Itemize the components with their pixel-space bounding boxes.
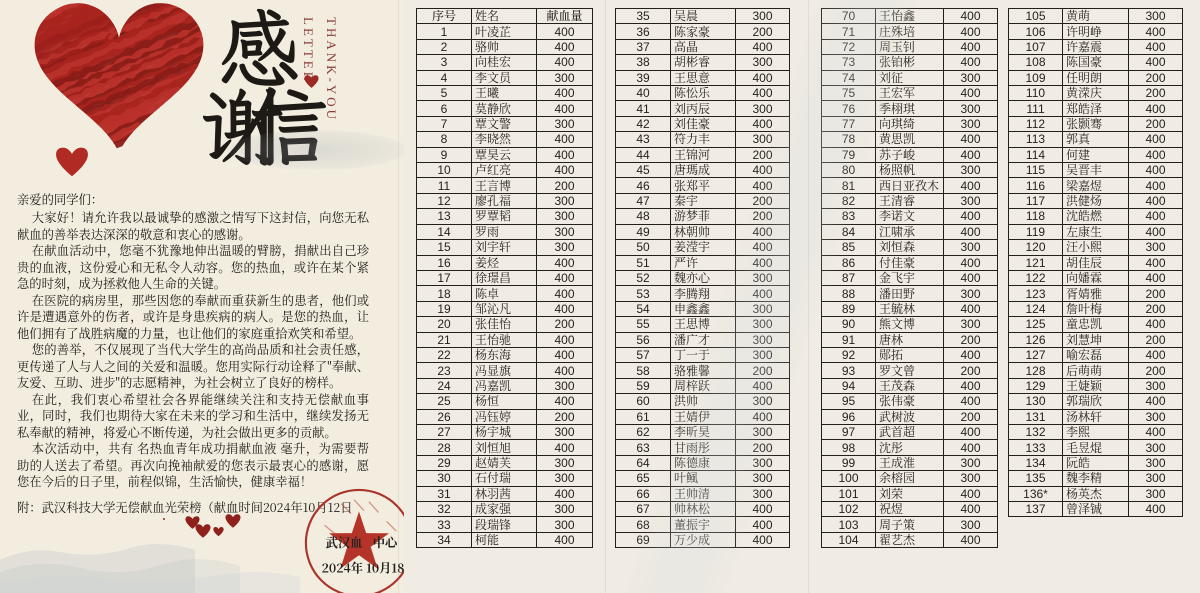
svg-text:中心: 中心 [373,533,399,551]
svg-text:武汉血: 武汉血 [326,533,364,551]
svg-text:2024年 10月18日: 2024年 10月18日 [322,559,404,577]
